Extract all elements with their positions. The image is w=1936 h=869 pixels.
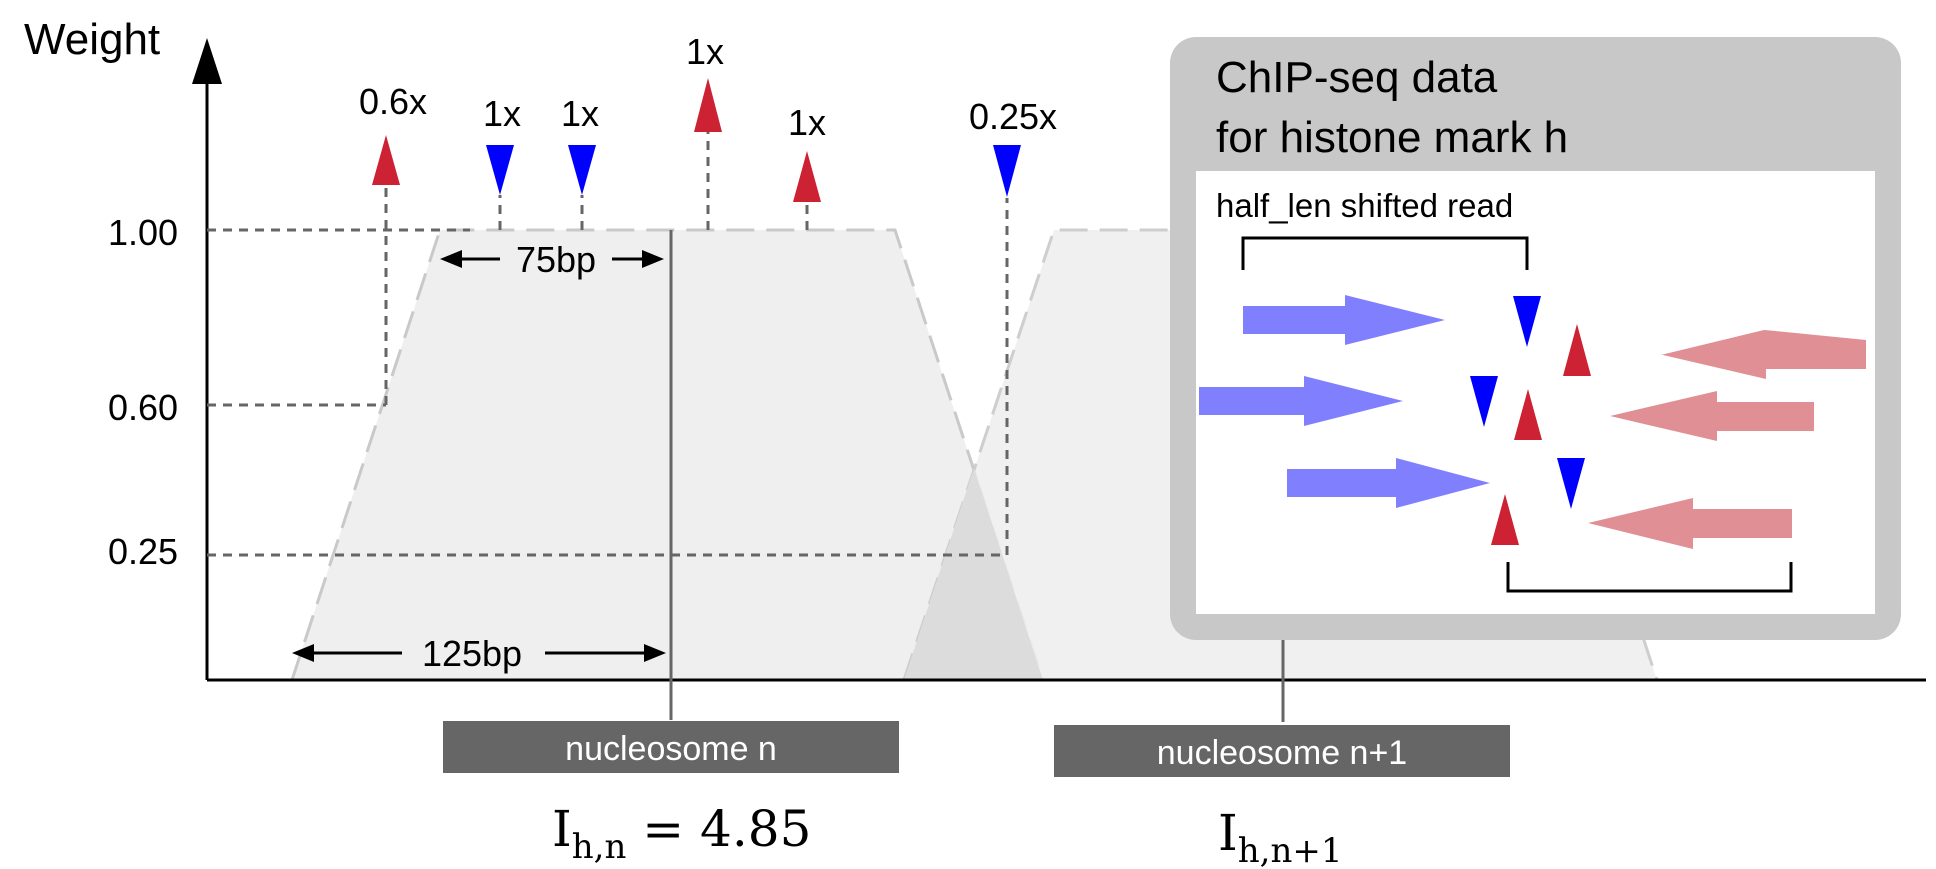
nucleosome-n1-bar: nucleosome n+1 — [1054, 725, 1510, 777]
chipseq-title-line1: ChIP-seq data — [1216, 53, 1498, 102]
arrowhead-left — [292, 644, 314, 662]
intensity-formula-n1: Ih,n+1 — [1218, 804, 1343, 869]
shift-label: half_len shifted read — [1216, 187, 1513, 224]
plateau-dimension: 75bp — [440, 239, 664, 280]
read-weight-label: 0.6x — [359, 81, 427, 122]
intensity-formula-n: Ih,n = 4.85 — [552, 800, 811, 867]
arrowhead-right — [642, 250, 664, 268]
plateau-width-label: 75bp — [516, 239, 596, 280]
forward-read-marker — [1557, 458, 1585, 509]
forward-read-marker — [1513, 296, 1541, 347]
reverse-read-arrow — [1663, 331, 1866, 379]
nucleosome-n-bar: nucleosome n — [443, 721, 899, 773]
y-axis-title: Weight — [24, 15, 160, 64]
forward-read-marker — [1470, 376, 1498, 427]
arrowhead-right — [644, 644, 666, 662]
read-weight-label: 1x — [483, 93, 521, 134]
read-weight-label: 1x — [686, 31, 724, 72]
base-dimension: 125bp — [292, 633, 666, 674]
shift-bracket-bottom — [1506, 562, 1793, 593]
axes: Weight 1.00 0.60 0.25 — [24, 15, 1926, 682]
reverse-read-marker — [372, 135, 400, 185]
reverse-read-arrow — [1588, 498, 1792, 549]
read-weight-label: 1x — [788, 102, 826, 143]
reverse-read-marker — [1514, 389, 1542, 440]
chipseq-inset-panel: ChIP-seq data for histone mark h half_le… — [1170, 37, 1901, 640]
trapezoid-overlap — [904, 468, 1043, 680]
forward-read-marker — [993, 145, 1021, 197]
shift-bracket-top — [1241, 236, 1529, 270]
guide-lines — [207, 132, 1009, 557]
y-tick-label-3: 0.25 — [108, 531, 178, 572]
read-weight-label: 0.25x — [969, 96, 1057, 137]
reverse-read-marker — [694, 78, 722, 132]
forward-read-arrow — [1287, 458, 1490, 508]
read-weight-label: 1x — [561, 93, 599, 134]
reverse-read-marker — [1491, 494, 1519, 545]
y-tick-label-2: 0.60 — [108, 387, 178, 428]
forward-read-marker — [486, 145, 514, 195]
forward-read-arrow — [1199, 376, 1403, 426]
nucleosome-n-label: nucleosome n — [565, 730, 777, 768]
chipseq-title-line2: for histone mark h — [1216, 113, 1568, 162]
reverse-read-marker — [793, 151, 821, 202]
nucleosome-n1-label: nucleosome n+1 — [1157, 734, 1407, 772]
arrowhead-left — [440, 250, 462, 268]
read-markers: 0.6x 1x 1x 1x 1x 0.25x — [359, 31, 1057, 202]
y-tick-label-1: 1.00 — [108, 212, 178, 253]
base-width-label: 125bp — [422, 633, 522, 674]
forward-read-marker — [568, 145, 596, 195]
reverse-read-arrow — [1610, 391, 1814, 441]
forward-read-arrow — [1243, 295, 1445, 345]
y-axis-arrowhead — [192, 38, 222, 84]
reverse-read-marker — [1563, 324, 1591, 376]
